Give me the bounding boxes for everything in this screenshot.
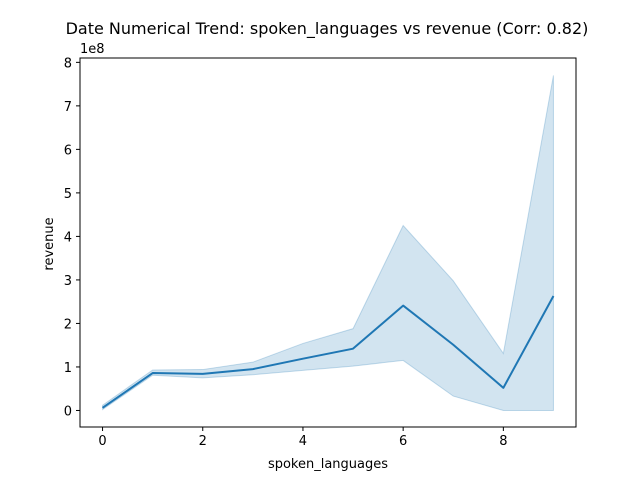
y-tick-label: 6	[64, 143, 72, 158]
y-scale-label: 1e8	[80, 42, 105, 57]
chart-title: Date Numerical Trend: spoken_languages v…	[66, 19, 589, 39]
y-tick-label: 0	[64, 404, 72, 419]
y-axis-label: revenue	[42, 217, 57, 270]
y-tick-label: 3	[64, 274, 72, 289]
y-tick-label: 1	[64, 361, 72, 376]
x-tick-label: 4	[299, 434, 307, 449]
x-tick-label: 0	[98, 434, 106, 449]
x-tick-label: 6	[399, 434, 407, 449]
y-tick-label: 4	[64, 230, 72, 245]
plot-layer	[101, 75, 555, 411]
confidence-band	[102, 75, 554, 411]
series-line	[101, 295, 555, 409]
y-tick-label: 8	[64, 56, 72, 71]
x-tick-label: 8	[499, 434, 507, 449]
y-tick-label: 2	[64, 317, 72, 332]
y-tick-label: 7	[64, 100, 72, 115]
plot-frame	[79, 57, 577, 428]
y-tick-label: 5	[64, 187, 72, 202]
axes-layer: 0 2 4 6 8 0 1 2 3 4 5 6 7 8	[64, 56, 577, 449]
x-tick-label: 2	[199, 434, 207, 449]
x-axis-label: spoken_languages	[268, 457, 388, 472]
